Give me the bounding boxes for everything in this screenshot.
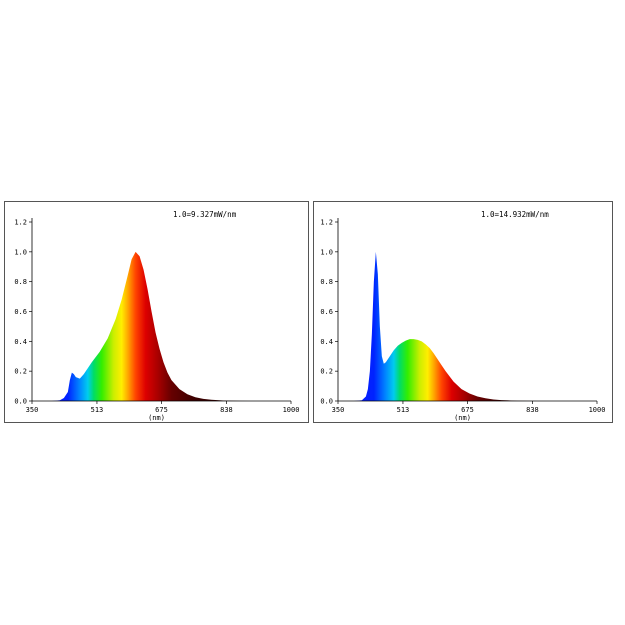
x-tick-label: 350 xyxy=(332,406,345,414)
spectrum-plot-right: 0.0 0.2 0.4 0.6 0.8 1.0 1.2 350 513 675 838 1000 (nm… xyxy=(320,218,606,422)
x-axis-label: (nm) xyxy=(454,414,471,422)
spectrum-area xyxy=(338,251,597,401)
x-tick-label: 838 xyxy=(220,406,233,414)
x-tick-label: 675 xyxy=(461,406,474,414)
y-tick-label: 0.4 xyxy=(320,338,333,346)
scale-note: 1.0=14.932mW/nm xyxy=(481,210,549,219)
scale-note: 1.0=9.327mW/nm xyxy=(173,210,237,219)
x-axis-label: (nm) xyxy=(148,414,165,422)
y-tick-label: 1.2 xyxy=(320,219,333,227)
x-tick-label: 838 xyxy=(526,406,539,414)
y-tick-label: 1.2 xyxy=(14,219,27,227)
x-tick-label: 513 xyxy=(397,406,410,414)
spectrum-plot-left: 0.0 0.2 0.4 0.6 0.8 1.0 1.2 350 513 675 838 1000 (nm… xyxy=(14,218,300,422)
y-tick-label: 0.6 xyxy=(14,308,27,316)
spectrum-chart-right: 1.0=14.932mW/nm 0.0 0.2 0.4 0.6 0.8 1.0 1.2 350… xyxy=(313,201,613,423)
y-tick-label: 0.2 xyxy=(14,368,27,376)
y-tick-label: 0.8 xyxy=(320,278,333,286)
x-tick-label: 350 xyxy=(26,406,39,414)
x-tick-label: 675 xyxy=(155,406,168,414)
spectrum-chart-left: 1.0=9.327mW/nm 0.0 0.2 0.4 0.6 0.8 1.0 1.2 350 5… xyxy=(4,201,309,423)
y-tick-label: 0.0 xyxy=(320,398,333,406)
y-tick-label: 0.2 xyxy=(320,368,333,376)
y-tick-label: 0.8 xyxy=(14,278,27,286)
y-tick-label: 0.0 xyxy=(14,398,27,406)
spectrum-area xyxy=(32,251,291,401)
x-tick-label: 1000 xyxy=(283,406,300,414)
y-tick-label: 0.4 xyxy=(14,338,27,346)
x-tick-label: 513 xyxy=(91,406,104,414)
y-tick-label: 1.0 xyxy=(320,248,333,256)
y-tick-label: 1.0 xyxy=(14,248,27,256)
y-tick-label: 0.6 xyxy=(320,308,333,316)
x-tick-label: 1000 xyxy=(589,406,606,414)
